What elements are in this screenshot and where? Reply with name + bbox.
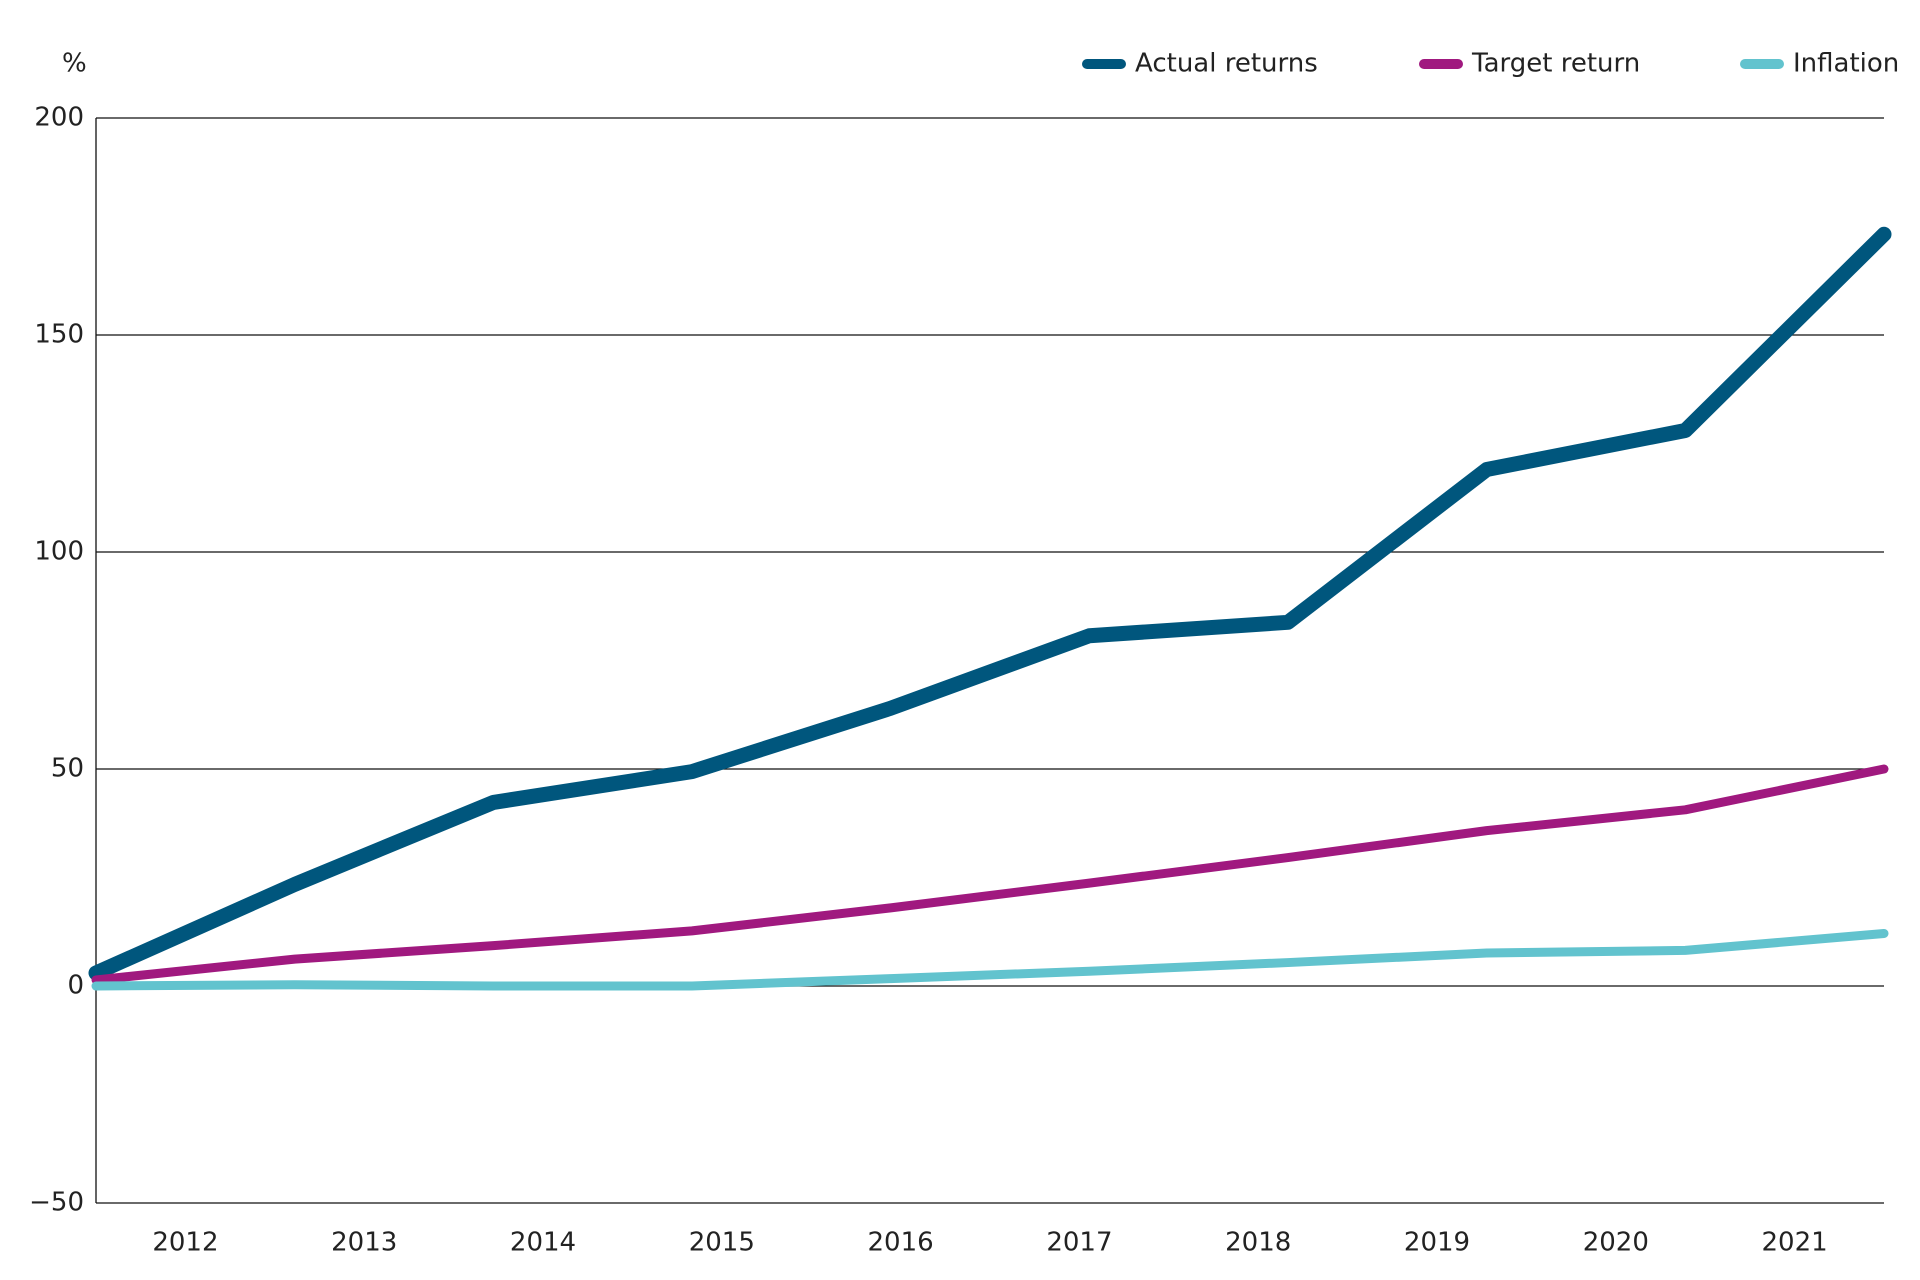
x-tick-label: 2021: [1762, 1228, 1828, 1258]
series-line: [91, 928, 1889, 991]
y-tick-label: 200: [34, 103, 84, 133]
y-unit-label: %: [62, 49, 87, 79]
y-tick-label: 150: [34, 320, 84, 350]
x-tick-label: 2019: [1404, 1228, 1470, 1258]
y-tick-label: −50: [29, 1188, 84, 1218]
legend-label: Target return: [1471, 49, 1640, 79]
x-tick-label: 2012: [152, 1228, 218, 1258]
x-tick-label: 2018: [1225, 1228, 1291, 1258]
series-line: [91, 764, 1889, 985]
legend-label: Actual returns: [1135, 49, 1318, 79]
x-tick-label: 2016: [868, 1228, 934, 1258]
x-tick-label: 2013: [331, 1228, 397, 1258]
x-tick-label: 2017: [1046, 1228, 1112, 1258]
x-tick-label: 2020: [1583, 1228, 1649, 1258]
y-tick-label: 50: [51, 754, 84, 784]
x-tick-label: 2014: [510, 1228, 576, 1258]
legend-label: Inflation: [1793, 49, 1899, 79]
y-tick-label: 0: [67, 971, 84, 1001]
x-tick-label: 2015: [689, 1228, 755, 1258]
y-tick-label: 100: [34, 537, 84, 567]
series-line: [88, 226, 1892, 981]
